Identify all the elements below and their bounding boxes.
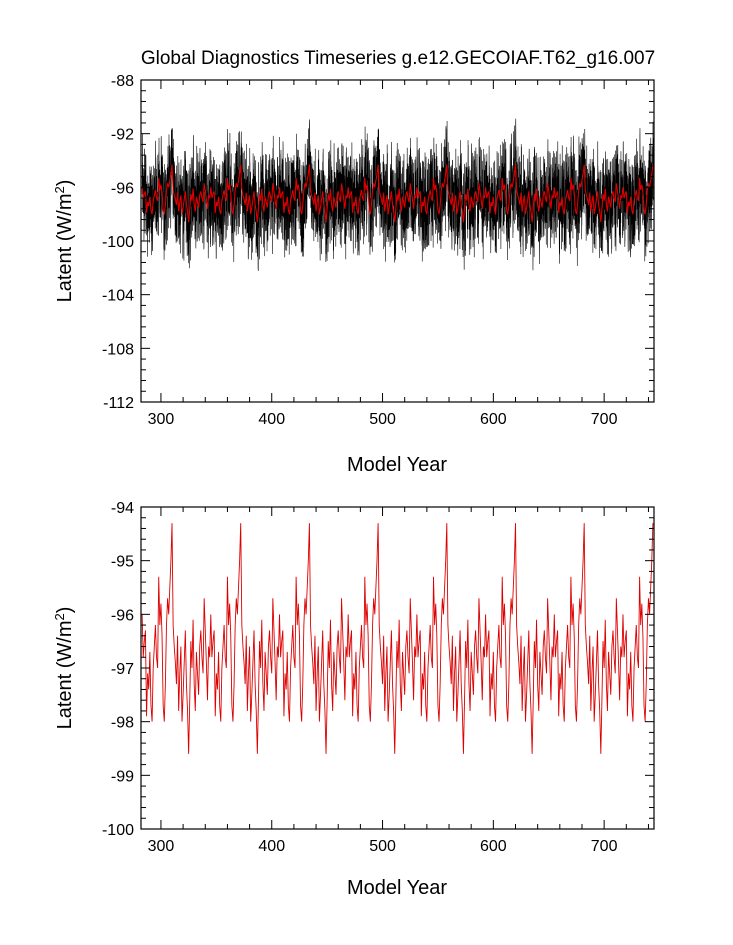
series-monthly-line — [141, 118, 655, 272]
x-tick-label: 400 — [258, 838, 285, 855]
y-tick-label: -100 — [102, 822, 134, 839]
x-tick-label: 700 — [591, 838, 618, 855]
x-tick-label: 400 — [258, 411, 285, 428]
bottom-x-axis-label: Model Year — [347, 877, 447, 899]
x-tick-label: 700 — [591, 411, 618, 428]
top-axis-ticks: 300 400 500 600 700 -112 -108 -104 -100 -96 -92 -88 — [102, 73, 654, 428]
top-panel: 300 400 500 600 700 -112 -108 -104 -100 -96 -92 -88… — [52, 73, 655, 476]
y-tick-label: -97 — [111, 661, 134, 678]
top-plot-area — [141, 118, 655, 272]
y-tick-label: -95 — [111, 554, 134, 571]
x-tick-label: 600 — [480, 838, 507, 855]
bottom-plot-area — [141, 523, 654, 754]
y-tick-label: -108 — [102, 341, 134, 358]
y-tick-label: -92 — [111, 127, 134, 144]
y-tick-label: -94 — [111, 500, 134, 517]
y-tick-label: -98 — [111, 715, 134, 732]
x-tick-label: 500 — [369, 411, 396, 428]
x-tick-label: 500 — [369, 838, 396, 855]
y-tick-label: -99 — [111, 768, 134, 785]
y-tick-label: -100 — [102, 234, 134, 251]
series-annual-line — [141, 164, 654, 223]
chart-title: Global Diagnostics Timeseries g.e12.GECO… — [141, 48, 655, 69]
x-tick-label: 300 — [148, 838, 175, 855]
y-tick-label: -112 — [103, 395, 134, 412]
top-y-axis-label: Latent (W/m2) — [52, 180, 77, 303]
bottom-axis-ticks: 300 400 500 600 700 -100 -99 -98 -97 -96 -95 -94 — [102, 500, 654, 855]
y-tick-label: -88 — [111, 73, 134, 90]
x-tick-label: 300 — [148, 411, 175, 428]
x-tick-label: 600 — [480, 411, 507, 428]
y-tick-label: -104 — [102, 288, 134, 305]
bottom-panel: 300 400 500 600 700 -100 -99 -98 -97 -96 -95 -94 Mo… — [52, 500, 655, 899]
series-annual-line — [141, 523, 654, 754]
top-x-axis-label: Model Year — [347, 454, 447, 476]
y-tick-label: -96 — [111, 607, 134, 624]
bottom-y-axis-label: Latent (W/m2) — [52, 607, 77, 730]
y-tick-label: -96 — [111, 180, 134, 197]
